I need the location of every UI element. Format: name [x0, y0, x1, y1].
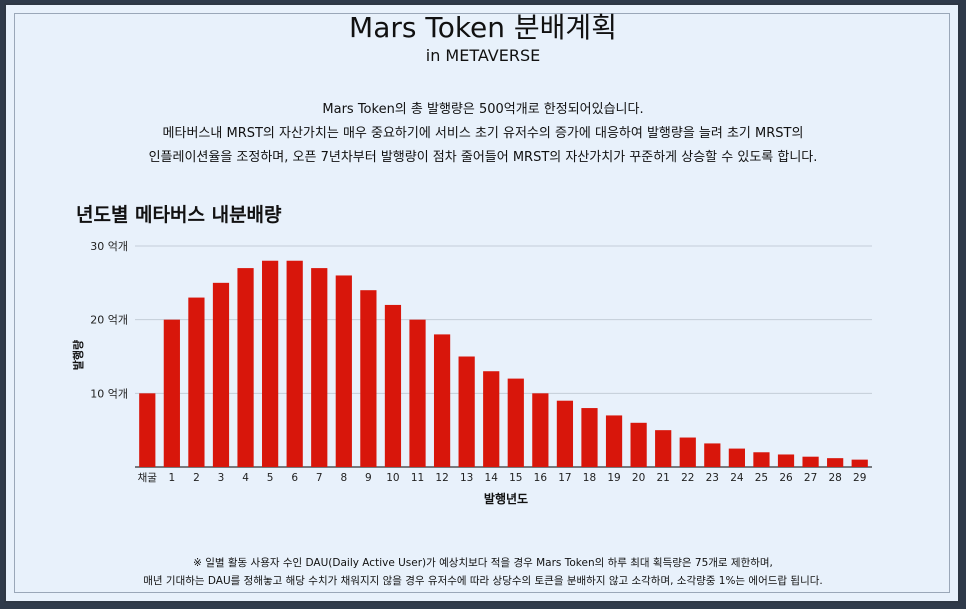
bar	[581, 408, 598, 467]
bar	[212, 282, 230, 467]
bar	[286, 260, 303, 467]
x-axis-title: 발행년도	[484, 491, 528, 506]
bar	[556, 400, 574, 467]
x-tick-label: 11	[411, 472, 424, 484]
bar	[605, 415, 623, 467]
footnote-line-1: ※ 일별 활동 사용자 수인 DAU(Daily Active User)가 예…	[193, 557, 773, 569]
x-tick-label: 1	[169, 472, 176, 484]
x-tick-label: 7	[316, 472, 323, 484]
bar	[384, 304, 402, 467]
x-tick-label: 29	[853, 472, 866, 484]
x-tick-label: 24	[730, 472, 744, 484]
bar	[753, 452, 770, 467]
x-tick-label: 20	[632, 472, 645, 484]
x-tick-label: 23	[706, 472, 719, 484]
bar	[188, 297, 205, 467]
bar	[827, 458, 844, 467]
bar	[237, 268, 254, 467]
bar	[777, 454, 795, 467]
y-tick-label: 20 억개	[90, 314, 128, 327]
bar	[679, 437, 696, 467]
page-title: Mars Token 분배계획	[349, 11, 617, 44]
chart-title: 년도별 메타버스 내분배량	[76, 204, 282, 226]
x-tick-label: 8	[340, 472, 347, 484]
x-tick-label: 13	[460, 472, 473, 484]
bar	[630, 422, 647, 467]
bar	[483, 371, 500, 467]
x-tick-label: 3	[218, 472, 225, 484]
bar	[728, 448, 745, 467]
x-tick-label: 18	[583, 472, 596, 484]
x-tick-label: 15	[509, 472, 522, 484]
bar	[311, 268, 328, 467]
bar	[704, 443, 721, 467]
x-tick-label: 6	[291, 472, 298, 484]
description-line-3: 인플레이션율을 조정하며, 오픈 7년차부터 발행량이 점차 줄어들어 MRST…	[148, 150, 818, 165]
x-tick-label: 5	[267, 472, 274, 484]
x-tick-label: 17	[558, 472, 571, 484]
bar	[851, 459, 868, 467]
bar	[802, 456, 819, 467]
x-tick-label: 22	[681, 472, 694, 484]
bar	[409, 319, 426, 467]
x-tick-label: 9	[365, 472, 372, 484]
bar	[532, 393, 549, 467]
bar	[458, 356, 475, 467]
y-tick-label: 30 억개	[90, 240, 128, 253]
bar	[335, 275, 352, 467]
x-tick-label: 12	[435, 472, 448, 484]
y-tick-label: 10 억개	[90, 387, 128, 400]
x-tick-label: 21	[656, 472, 669, 484]
bar	[655, 430, 672, 467]
footnote-line-2: 매년 기대하는 DAU를 정해놓고 해당 수치가 채워지지 않을 경우 유저수에…	[143, 575, 823, 587]
x-tick-label: 10	[386, 472, 399, 484]
x-tick-label: 25	[755, 472, 768, 484]
bar	[139, 393, 156, 467]
y-axis-title: 발행량	[71, 340, 85, 370]
x-tick-label: 채굴	[138, 472, 158, 484]
x-tick-label: 27	[804, 472, 817, 484]
x-tick-label: 26	[779, 472, 793, 484]
x-tick-label: 14	[485, 472, 499, 484]
bar	[507, 378, 524, 467]
bar	[433, 334, 451, 467]
page-subtitle: in METAVERSE	[425, 46, 541, 65]
x-tick-label: 16	[534, 472, 548, 484]
bar	[163, 319, 180, 467]
description-line-1: Mars Token의 총 발행량은 500억개로 한정되어있습니다.	[322, 102, 644, 117]
x-tick-label: 4	[242, 472, 249, 484]
bar	[360, 290, 377, 467]
x-tick-label: 19	[607, 472, 620, 484]
x-tick-label: 2	[193, 472, 200, 484]
x-tick-label: 28	[828, 472, 841, 484]
description-line-2: 메타버스내 MRST의 자산가치는 매우 중요하기에 서비스 초기 유저수의 증…	[162, 126, 804, 141]
bar	[262, 260, 279, 467]
